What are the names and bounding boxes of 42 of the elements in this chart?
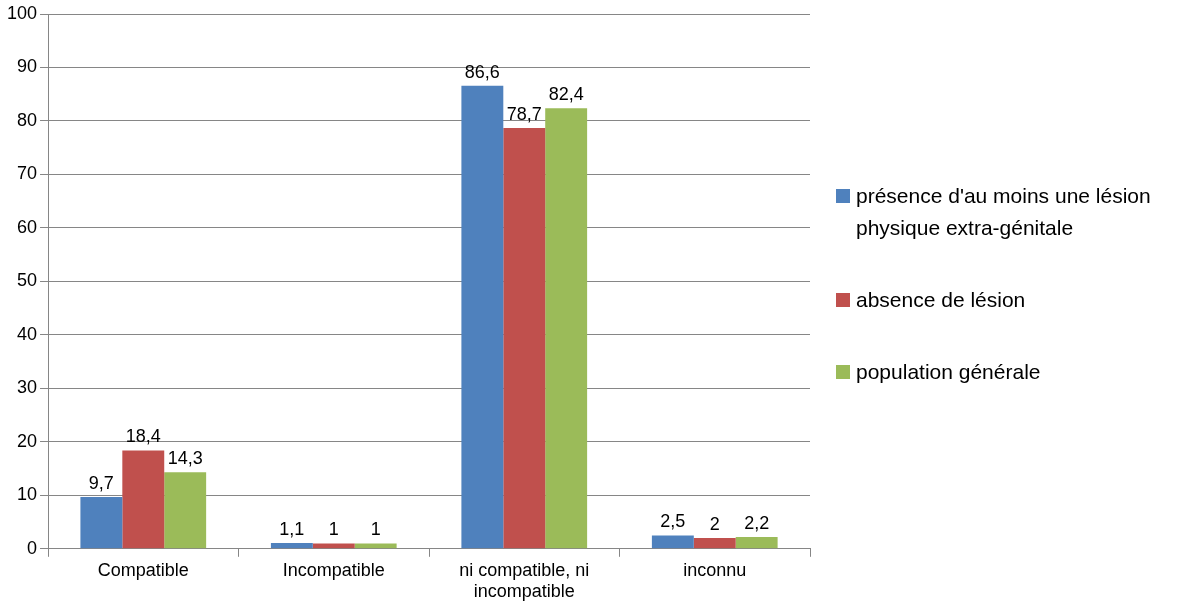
bar [270, 542, 313, 549]
y-tick-label: 10 [17, 484, 38, 505]
y-tick-label: 20 [17, 430, 38, 451]
bar [545, 108, 588, 549]
legend-label: présence d'au moins une lésion physique extra-génitale [856, 183, 1152, 241]
bar [80, 496, 123, 549]
y-tick-label: 50 [17, 270, 38, 291]
bar [693, 538, 736, 549]
y-tick-label: 70 [17, 163, 38, 184]
data-label: 86,6 [464, 61, 500, 82]
data-label: 14,3 [167, 448, 203, 469]
data-label: 78,7 [506, 103, 542, 124]
data-label: 2,5 [660, 511, 686, 532]
data-label: 9,7 [88, 472, 114, 493]
bar [122, 450, 165, 549]
bar [354, 543, 397, 549]
data-label: 1,1 [279, 518, 305, 539]
y-tick-label: 30 [17, 377, 38, 398]
legend-label: population générale [856, 359, 1041, 385]
y-tick-label: 60 [17, 216, 38, 237]
y-tick-label: 40 [17, 323, 38, 344]
x-tick-label: inconnu [683, 559, 747, 580]
data-label: 2,2 [744, 513, 770, 533]
bar [312, 543, 355, 549]
data-label: 1 [328, 519, 339, 540]
y-tick-label: 100 [6, 2, 38, 23]
y-tick-label: 90 [17, 56, 38, 77]
data-label: 1 [370, 519, 381, 540]
x-tick-label: Incompatible [282, 559, 385, 580]
bar [735, 537, 778, 549]
data-label: 82,4 [548, 84, 584, 105]
y-tick-label: 0 [27, 537, 38, 558]
x-tick-label: Compatible [97, 559, 189, 580]
x-tick-label: ni compatible, ni incompatible [459, 559, 590, 602]
bar [461, 85, 504, 549]
bar [164, 472, 207, 549]
data-label: 2 [709, 514, 720, 535]
bar [503, 127, 546, 549]
y-tick-label: 80 [17, 109, 38, 130]
data-label: 18,4 [125, 426, 161, 447]
legend-label: absence de lésion [856, 287, 1026, 313]
bar [651, 535, 694, 549]
